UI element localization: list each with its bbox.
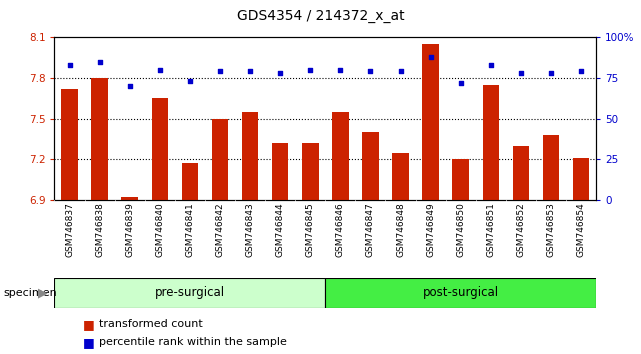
Point (335, 67, 345, 73)
Point (546, 70, 556, 76)
Text: GSM746840: GSM746840 (155, 202, 164, 257)
Bar (302, 143, 319, 200)
Text: pre-surgical: pre-surgical (155, 286, 225, 299)
Text: ■: ■ (83, 336, 95, 349)
Point (124, 83, 135, 89)
Bar (151, 98, 168, 200)
Text: GSM746848: GSM746848 (396, 202, 405, 257)
Text: GSM746851: GSM746851 (487, 202, 495, 257)
Bar (513, 146, 529, 200)
Point (64, 62, 74, 68)
Text: GSM746843: GSM746843 (246, 202, 254, 257)
Bar (54, 278, 326, 308)
Bar (362, 132, 379, 200)
Point (215, 69, 225, 74)
Text: GSM746854: GSM746854 (577, 202, 586, 257)
Bar (326, 278, 596, 308)
Bar (453, 159, 469, 200)
Bar (573, 158, 589, 200)
Text: post-surgical: post-surgical (422, 286, 499, 299)
Bar (272, 143, 288, 200)
Bar (332, 112, 349, 200)
Point (395, 69, 406, 74)
Bar (242, 112, 258, 200)
Point (426, 54, 436, 59)
Text: GSM746842: GSM746842 (215, 202, 224, 257)
Text: GSM746844: GSM746844 (276, 202, 285, 257)
Point (365, 69, 376, 74)
Text: GSM746850: GSM746850 (456, 202, 465, 257)
Text: GSM746841: GSM746841 (185, 202, 194, 257)
Text: GSM746839: GSM746839 (125, 202, 134, 257)
Bar (422, 44, 439, 200)
Text: ▶: ▶ (38, 286, 48, 299)
Text: GSM746837: GSM746837 (65, 202, 74, 257)
Text: GDS4354 / 214372_x_at: GDS4354 / 214372_x_at (237, 9, 404, 23)
Point (516, 70, 526, 76)
Text: percentile rank within the sample: percentile rank within the sample (99, 337, 287, 348)
Text: GSM746838: GSM746838 (95, 202, 104, 257)
Text: GSM746846: GSM746846 (336, 202, 345, 257)
Text: GSM746847: GSM746847 (366, 202, 375, 257)
Text: GSM746845: GSM746845 (306, 202, 315, 257)
Point (275, 70, 285, 76)
Point (245, 69, 255, 74)
Point (456, 80, 466, 86)
Point (486, 62, 496, 68)
Bar (62, 89, 78, 200)
Bar (92, 78, 108, 200)
Bar (392, 153, 409, 200)
Text: ■: ■ (83, 318, 95, 331)
Text: specimen: specimen (3, 288, 57, 298)
Bar (543, 135, 559, 200)
Bar (212, 119, 228, 200)
Point (576, 69, 587, 74)
Bar (121, 197, 138, 200)
Point (94, 59, 104, 64)
Text: GSM746853: GSM746853 (547, 202, 556, 257)
Text: transformed count: transformed count (99, 319, 203, 329)
Point (305, 67, 315, 73)
Text: GSM746849: GSM746849 (426, 202, 435, 257)
Bar (483, 85, 499, 200)
Point (154, 67, 165, 73)
Point (185, 78, 195, 84)
Bar (181, 164, 198, 200)
Text: GSM746852: GSM746852 (517, 202, 526, 257)
